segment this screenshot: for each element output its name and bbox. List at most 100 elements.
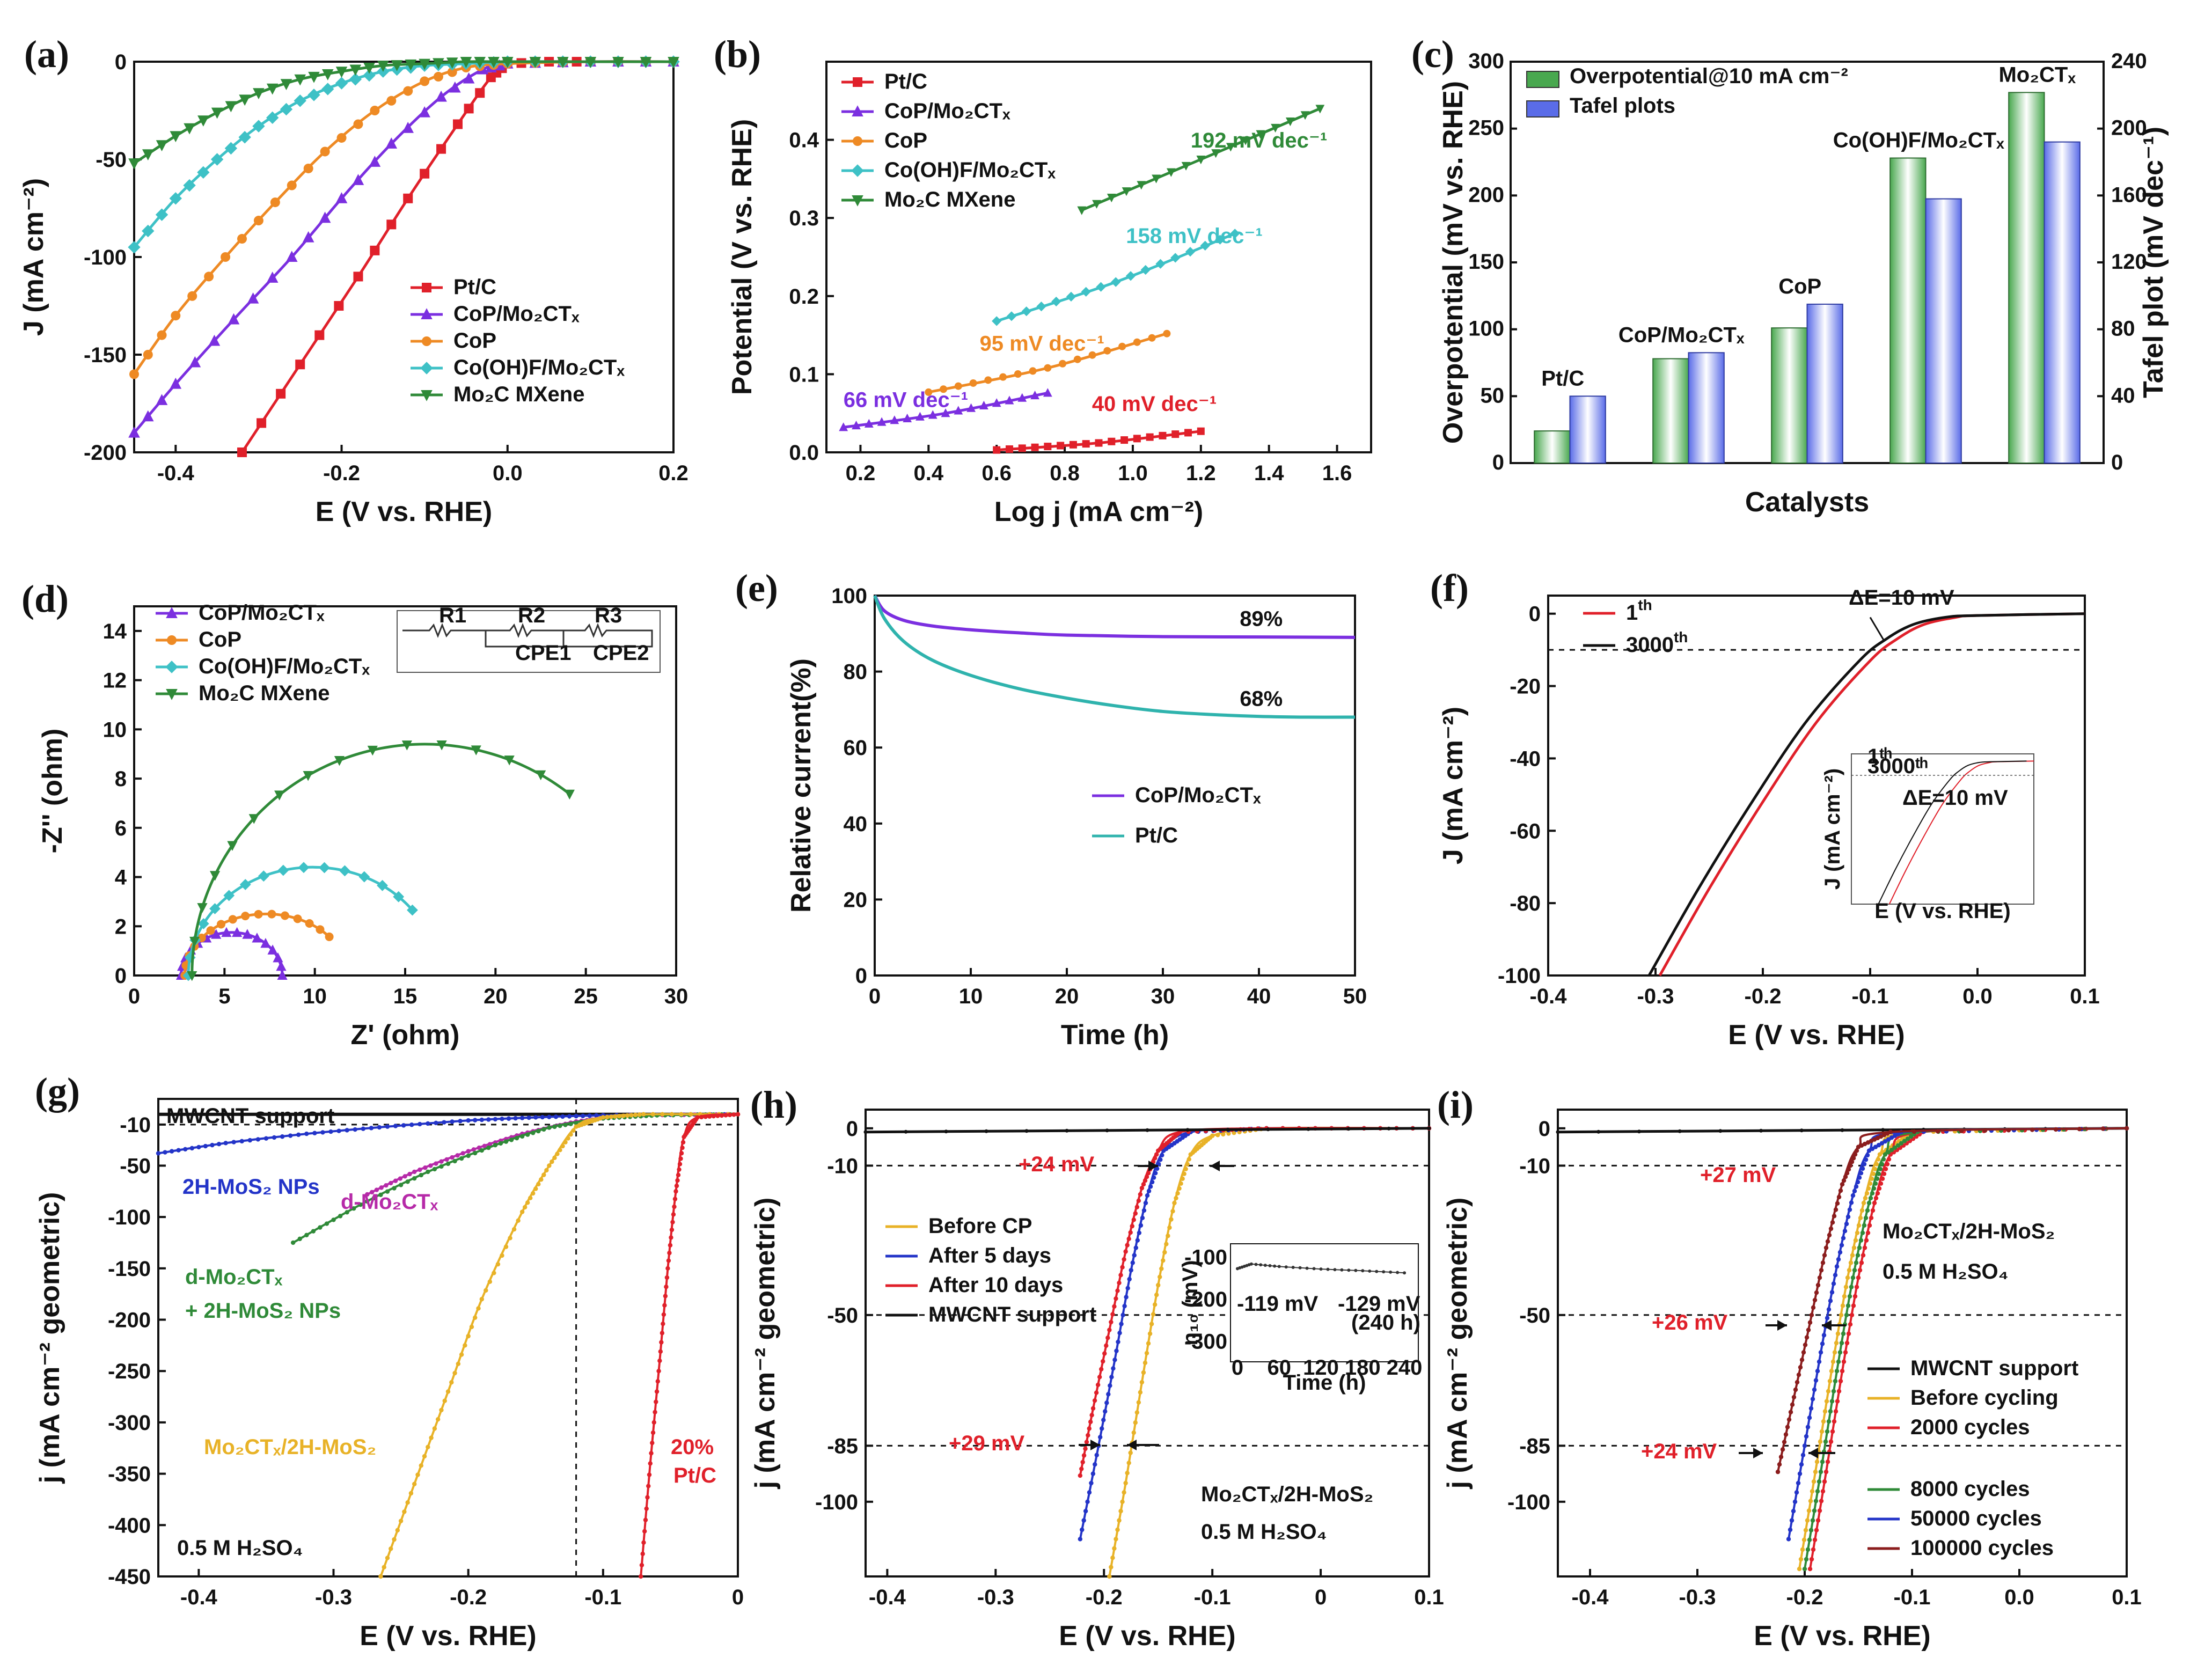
marker [516,1218,521,1223]
marker [166,607,178,618]
marker [1158,1274,1162,1280]
marker [290,1240,296,1245]
marker [156,394,168,405]
inset-ylabel: η₁₀ (mV) [1178,1260,1202,1345]
marker [385,1189,390,1194]
marker [1128,1230,1133,1235]
plot-frame [874,595,1356,977]
marker [361,1126,365,1131]
marker [1014,370,1022,378]
x-tick-label: -0.2 [450,1586,487,1609]
marker [1170,253,1181,263]
y-tick-label: 0 [846,1117,858,1141]
marker [1864,1191,1870,1196]
marker [353,119,363,129]
marker [1163,329,1171,338]
marker [385,1124,390,1129]
marker [252,933,262,943]
marker [1858,1238,1864,1243]
marker [1147,1331,1153,1336]
marker [650,1430,656,1435]
marker [1829,1369,1834,1374]
material-label: Mo₂CTₓ/2H-MoS₂ [1201,1483,1373,1506]
marker [1835,1399,1840,1404]
marker [163,1150,167,1155]
y-tick-label: -100 [84,246,127,269]
marker [447,67,457,77]
marker [668,1243,673,1248]
marker [1266,1127,1270,1132]
marker [522,1205,528,1210]
inset-x-tick: 0 [1232,1356,1243,1380]
marker [674,1183,679,1189]
marker [1798,1365,1803,1370]
marker [287,180,297,190]
marker [1146,1171,1151,1176]
marker [1838,1378,1843,1384]
y-axis-label: Relative current(%) [786,658,817,913]
marker [255,1137,261,1142]
marker [1118,342,1126,350]
marker [458,1119,463,1124]
marker [1862,1245,1867,1250]
x-tick-label: -0.4 [869,1586,906,1609]
marker [211,929,222,939]
legend-label: Pt/C [1135,824,1178,847]
marker [1808,1528,1814,1532]
marker [1143,1200,1148,1206]
marker [547,1163,552,1168]
marker [1825,1429,1830,1434]
x-tick-label: 50 [1343,985,1367,1008]
marker [563,1123,568,1127]
marker [280,102,293,116]
marker [1879,1162,1885,1167]
marker [303,771,313,781]
marker [1857,1175,1862,1180]
category-label: Mo₂CTₓ [1998,63,2076,86]
marker [273,952,283,963]
marker [1869,1215,1874,1221]
y-tick-label-right: 160 [2111,183,2147,207]
curve-label: d-Mo₂CTₓ [341,1190,438,1214]
legend-sup: th [1638,597,1652,613]
marker [1810,1489,1815,1494]
marker [637,1112,642,1117]
marker [1185,247,1196,257]
marker [1833,1409,1839,1414]
x-tick-label: -0.2 [1745,985,1782,1008]
marker [316,925,325,934]
marker [1815,1518,1821,1523]
inset-marker [1259,1263,1263,1267]
marker [1885,1162,1890,1167]
marker [492,1271,496,1275]
marker [401,1123,406,1128]
marker [422,283,431,292]
x-tick-label: 1.6 [1322,461,1352,485]
marker [503,1139,509,1144]
marker [541,1172,546,1177]
legend-label: Pt/C [453,275,496,299]
marker [587,1113,592,1118]
marker [1005,395,1014,405]
marker [639,1562,644,1568]
marker [129,369,139,379]
marker [429,1435,434,1440]
marker [1880,1176,1885,1181]
marker [672,1204,677,1209]
marker [1839,1243,1844,1248]
marker [1886,1157,1892,1162]
marker [1870,1208,1876,1213]
marker [484,1288,488,1293]
marker [514,1135,519,1141]
marker [1081,1453,1087,1458]
bar-tafel [1806,303,1843,464]
y-tick-label: -50 [120,1154,151,1178]
marker [552,1155,557,1161]
marker [1226,143,1235,152]
marker [358,871,370,883]
marker [196,1145,201,1150]
x-tick-label: 0.2 [846,461,876,485]
marker [1078,1473,1083,1478]
marker [1122,1490,1126,1495]
marker [408,1491,414,1496]
